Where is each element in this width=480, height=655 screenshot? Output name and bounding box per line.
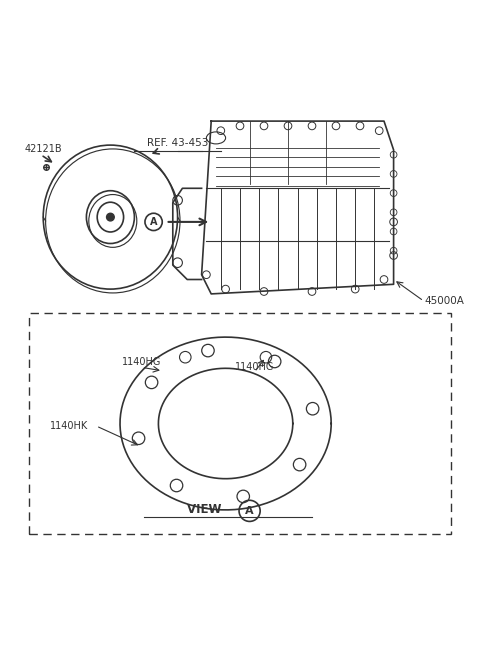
Text: 42121B: 42121B [24, 143, 62, 154]
Text: 1140HK: 1140HK [50, 421, 89, 431]
Text: REF. 43-453: REF. 43-453 [147, 138, 208, 147]
Text: 1140HG: 1140HG [122, 358, 161, 367]
Circle shape [107, 214, 114, 221]
Text: 1140HG: 1140HG [235, 362, 274, 372]
Text: A: A [150, 217, 157, 227]
Text: A: A [245, 506, 254, 516]
Text: 45000A: 45000A [425, 296, 465, 306]
Text: VIEW: VIEW [187, 502, 226, 515]
